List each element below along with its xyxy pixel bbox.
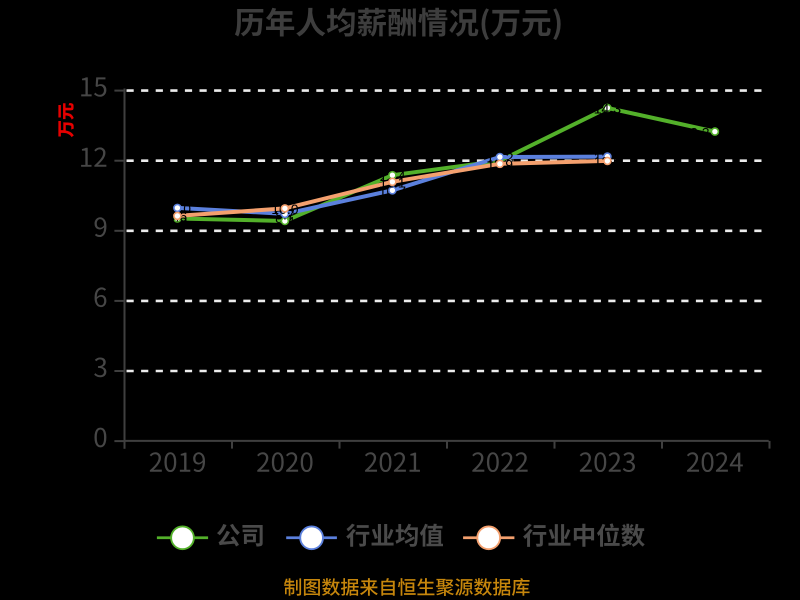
svg-text:14.3: 14.3 [594, 101, 621, 117]
svg-text:13.2: 13.2 [682, 124, 709, 140]
